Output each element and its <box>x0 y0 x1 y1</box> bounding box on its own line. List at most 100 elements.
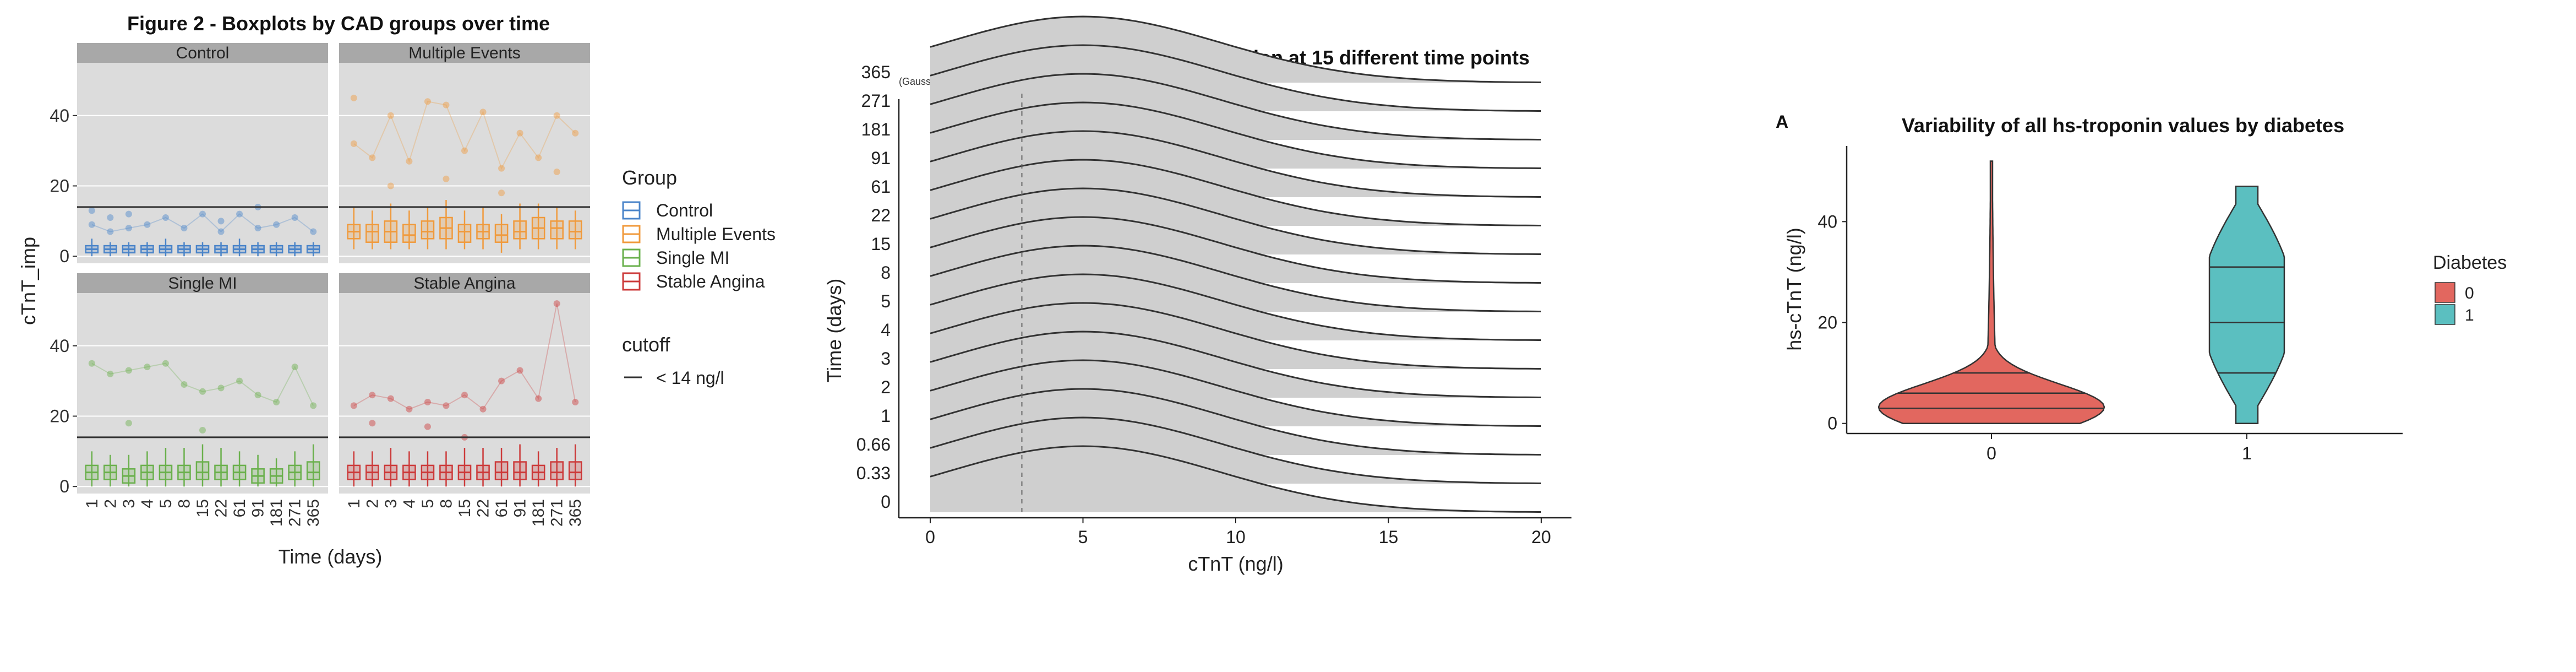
outlier-point <box>125 210 132 218</box>
x-tick-label: 0 <box>1986 443 1996 463</box>
ridge-y-label: 0.33 <box>856 463 891 483</box>
ridge-curve <box>930 101 1542 169</box>
outlier-point <box>181 381 188 388</box>
x-tick-label: 91 <box>249 499 268 517</box>
box <box>195 461 210 480</box>
outlier-point <box>553 168 560 175</box>
outlier-point <box>254 225 261 232</box>
outlier-point <box>125 420 132 427</box>
boxplot-y-ticks: 0 20 40 0 20 40 <box>50 106 77 496</box>
outlier-point <box>461 392 468 399</box>
outlier-trend-line <box>353 303 576 410</box>
violin-legend-title: Diabetes <box>2433 252 2507 273</box>
ridge-y-label: 365 <box>861 62 891 82</box>
outlier-point <box>424 98 431 105</box>
ridgeline-x-ticks: 0 5 10 15 20 <box>925 518 1551 547</box>
y-tick-label: 0 <box>1827 414 1837 433</box>
legend-label-stable-angina: Stable Angina <box>656 272 765 291</box>
outlier-trend-line <box>91 213 314 232</box>
outlier-point <box>273 221 280 228</box>
ridge-curve <box>930 273 1542 341</box>
outlier-point <box>125 225 132 232</box>
outlier-point <box>199 388 206 395</box>
ridge-y-label: 181 <box>861 120 891 139</box>
legend-group-title: Group <box>622 166 677 189</box>
x-tick-label: 4 <box>138 499 156 508</box>
ridge-curve <box>930 216 1542 284</box>
outlier-point <box>424 398 431 405</box>
outlier-point <box>369 392 376 399</box>
x-tick-label: 15 <box>194 499 212 517</box>
box <box>513 461 527 480</box>
ridge-curve <box>930 73 1542 140</box>
panel-control: Control <box>77 43 328 263</box>
outlier-point <box>273 398 280 405</box>
y-tick-label: 0 <box>59 476 69 496</box>
panel-stable-angina-label: Stable Angina <box>413 274 515 292</box>
legend-item-single-mi: Single MI <box>622 248 729 268</box>
y-tick-label: 0 <box>59 246 69 266</box>
outlier-point <box>107 370 114 377</box>
outlier-point <box>291 364 298 371</box>
ridge-y-label: 1 <box>881 406 891 426</box>
outlier-point <box>310 402 317 409</box>
x-tick-label: 4 <box>400 499 418 508</box>
panel-stable-angina: Stable Angina <box>339 273 590 494</box>
ridge-y-label: 2 <box>881 377 891 397</box>
x-tick-label: 1 <box>2242 443 2252 463</box>
panel-control-bg <box>77 63 328 263</box>
ridge-y-label: 22 <box>871 205 891 225</box>
y-tick-label: 40 <box>1818 212 1837 231</box>
outlier-point <box>254 392 261 399</box>
violin-title: Variability of all hs-troponin values by… <box>1902 114 2344 137</box>
violin-legend-key-1 <box>2435 304 2455 325</box>
ridge-y-label: 0 <box>881 492 891 512</box>
outlier-point <box>88 360 95 367</box>
violin-marks <box>1878 160 2285 424</box>
outlier-point <box>461 147 468 154</box>
outlier-point <box>535 395 542 402</box>
outlier-point <box>443 101 450 109</box>
outlier-point <box>516 129 523 137</box>
panel-control-strip <box>77 43 328 63</box>
x-tick-label: 2 <box>363 499 381 508</box>
ridge-curve <box>930 159 1542 226</box>
ridge-y-label: 3 <box>881 349 891 368</box>
outlier-point <box>236 210 243 218</box>
outlier-point <box>144 364 151 371</box>
ridge-y-label: 271 <box>861 91 891 111</box>
outlier-point <box>443 175 450 182</box>
outlier-point <box>498 377 505 384</box>
y-tick-label: 40 <box>50 336 69 356</box>
x-tick-label: 181 <box>530 499 548 527</box>
outlier-trend-line <box>91 362 314 406</box>
panel-stable-angina-marks <box>339 300 590 487</box>
ridge-curve <box>930 330 1542 398</box>
outlier-point <box>88 221 95 228</box>
outlier-point <box>406 405 413 413</box>
outlier-point <box>125 367 132 374</box>
violin-legend-label-0: 0 <box>2465 284 2474 302</box>
box <box>457 224 472 243</box>
ridge-y-label: 61 <box>871 177 891 197</box>
x-tick-label: 5 <box>157 499 175 508</box>
box <box>568 220 582 240</box>
box <box>513 220 527 240</box>
box <box>365 224 379 243</box>
ridge-y-label: 15 <box>871 234 891 254</box>
outlier-point <box>199 210 206 218</box>
outlier-point <box>572 398 579 405</box>
outlier-point <box>162 360 169 367</box>
x-tick-label: 1 <box>345 499 363 508</box>
violin-legend-label-1: 1 <box>2465 306 2474 324</box>
outlier-point <box>350 140 357 147</box>
panel-multiple-events: Multiple Events <box>339 43 590 263</box>
outlier-point <box>199 427 206 434</box>
box <box>402 224 416 243</box>
ridgeline-x-axis-label: cTnT (ng/l) <box>1188 552 1283 575</box>
outlier-point <box>107 214 114 221</box>
ridge-y-label: 8 <box>881 263 891 283</box>
violin-figure: A Variability of all hs-troponin values … <box>1776 112 2507 463</box>
ridge-curve <box>930 388 1542 456</box>
